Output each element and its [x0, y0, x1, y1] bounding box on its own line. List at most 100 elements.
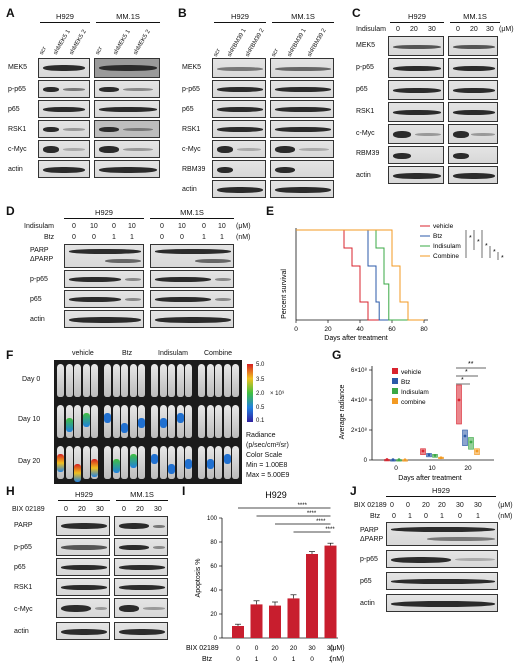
y-tick-label: 100 — [207, 516, 218, 522]
blot-strip — [94, 80, 160, 98]
group-label: MM.1S — [180, 208, 204, 217]
dose: 0 — [202, 223, 206, 230]
scale-tick: 0.5 — [256, 405, 265, 411]
blot-strip — [64, 270, 144, 288]
row-label: actin — [14, 628, 29, 635]
legend-label: combine — [401, 399, 426, 406]
group-underline — [150, 218, 234, 219]
scale-caption: Radiance — [246, 432, 276, 439]
dose: 1 — [329, 656, 333, 663]
blot-strip — [94, 160, 160, 178]
blot-strip — [448, 166, 498, 184]
legend-label: Combine — [433, 253, 459, 260]
mouse-image — [185, 405, 193, 438]
dose: 20 — [422, 502, 430, 509]
row-label: PARP — [14, 522, 33, 529]
row-label: ΔPARP — [360, 536, 384, 543]
bar — [306, 554, 318, 638]
y-axis-label: Apoptosis % — [195, 559, 202, 598]
mouse-image — [65, 446, 73, 479]
row-label: p-p65 — [8, 86, 26, 93]
mouse-image — [151, 446, 158, 479]
unit: (μM) — [498, 502, 513, 509]
dose: 10 — [218, 223, 226, 230]
blot-strip — [94, 140, 160, 158]
mouse-image — [129, 446, 137, 479]
unit: (μM) — [499, 26, 514, 33]
treatment-label: BIX 02189 — [12, 506, 45, 513]
sig-star: * — [465, 369, 468, 376]
group-underline — [58, 500, 110, 501]
dose: 1 — [112, 234, 116, 241]
blot-strip — [56, 538, 110, 556]
row-label: MEK5 — [182, 64, 202, 71]
group-underline — [214, 22, 266, 23]
blot-strip — [388, 124, 444, 144]
blot-strip — [448, 146, 498, 164]
dose: 0 — [122, 506, 126, 513]
blot-strip — [38, 100, 90, 118]
mouse-image — [232, 446, 240, 479]
lane-label: shRBM39 2 — [244, 27, 266, 58]
lane-label: shRBM39 2 — [306, 27, 328, 58]
row-label: RSK1 — [356, 108, 375, 115]
mouse-image — [206, 405, 214, 438]
panel-letter-b: B — [178, 6, 187, 20]
mouse-image — [57, 446, 64, 479]
bioluminescence-signal — [138, 418, 146, 428]
y-tick-label: 0 — [364, 458, 368, 464]
blot-strip — [448, 58, 498, 78]
blot-strip — [94, 120, 160, 138]
bioluminescence-signal — [206, 459, 214, 469]
data-point — [421, 449, 425, 453]
mouse-image — [104, 405, 111, 438]
dose: 20 — [470, 26, 478, 33]
bioluminescence-signal — [121, 423, 129, 433]
scale-tick: 5.0 — [256, 362, 265, 368]
mouse-image — [185, 364, 193, 397]
bioluminescence-signal — [176, 413, 184, 423]
blot-strip — [56, 598, 110, 618]
group-underline — [64, 218, 144, 219]
significance-brackets: ** * * — [456, 361, 486, 385]
blot-strip — [388, 166, 444, 184]
mouse-image — [159, 364, 167, 397]
blot-strip — [388, 146, 444, 164]
blot-strip — [94, 58, 160, 78]
sig-star: **** — [307, 511, 317, 517]
x-tick-label: 40 — [356, 326, 364, 333]
survival-line-btz — [296, 229, 424, 321]
bioluminescence-signal — [91, 459, 99, 477]
blot-strip — [114, 538, 168, 556]
row-label: RSK1 — [14, 584, 33, 591]
mouse-image — [82, 446, 90, 479]
mouse-image — [198, 364, 205, 397]
blot-strip — [448, 124, 498, 144]
mouse-image — [168, 446, 176, 479]
x-tick-label: 20 — [464, 465, 472, 472]
dose: 0 — [458, 513, 462, 520]
blot-strip — [114, 516, 168, 536]
blot-strip — [38, 80, 90, 98]
row-label: RBM39 — [182, 166, 206, 173]
mouse-image — [215, 446, 223, 479]
blot-strip — [212, 120, 266, 138]
blot-strip — [150, 290, 234, 308]
mouse-image — [129, 405, 137, 438]
box-vehicle — [456, 384, 462, 425]
mouse-image — [129, 364, 137, 397]
mouse-image — [112, 364, 120, 397]
blot-strip — [386, 550, 498, 568]
row-label: RBM39 — [356, 150, 380, 157]
blot-strip — [56, 578, 110, 596]
sig-star: * — [461, 377, 464, 384]
scale-tick: 3.5 — [256, 377, 265, 383]
dose: 0 — [180, 234, 184, 241]
blot-strip — [114, 558, 168, 576]
x-axis-label: Days after treatment — [324, 335, 387, 342]
blot-strip — [448, 102, 498, 122]
blot-strip — [64, 310, 144, 328]
blot-strip — [94, 100, 160, 118]
bioluminescence-signal — [129, 454, 137, 468]
box-btz — [462, 429, 468, 446]
